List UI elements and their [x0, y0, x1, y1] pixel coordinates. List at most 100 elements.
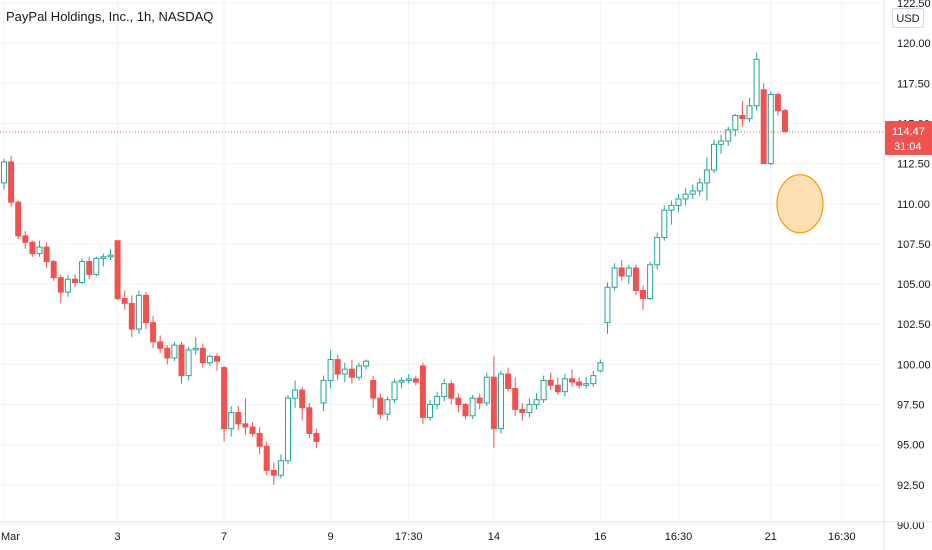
- candle-body: [419, 365, 426, 418]
- candle-body: [277, 460, 284, 476]
- candle-body: [143, 294, 149, 324]
- time-axis: Mar 3 7 9 17:30 14 16 16:30 21 16:30: [0, 521, 932, 543]
- last-price-badge: [885, 120, 932, 155]
- y-tick-label: 122.50: [897, 0, 931, 10]
- x-tick-label: 9: [328, 531, 334, 543]
- currency-button[interactable]: USD: [892, 8, 924, 28]
- candle-body: [490, 376, 497, 430]
- candle-body: [455, 397, 462, 406]
- candle-body: [114, 240, 121, 300]
- candles-layer: [1, 52, 788, 485]
- candle-body: [199, 347, 206, 364]
- candle-body: [597, 362, 604, 372]
- candle-body: [256, 432, 263, 447]
- candle-body: [718, 140, 725, 145]
- x-tick-label: 17:30: [395, 531, 423, 543]
- candle-body: [235, 412, 242, 425]
- x-tick-label: 16:30: [665, 531, 693, 543]
- candle-body: [249, 426, 256, 434]
- candle-body: [725, 129, 732, 142]
- candle-body: [171, 344, 178, 359]
- candle-body: [412, 378, 419, 383]
- candle-body: [242, 423, 249, 428]
- candle-body: [767, 94, 774, 165]
- candle-body: [128, 302, 135, 330]
- candle-body: [441, 383, 448, 398]
- candle-body: [263, 445, 270, 471]
- grid-layer: [0, 0, 884, 526]
- y-tick-label: 120.00: [897, 38, 931, 50]
- candle-body: [476, 397, 483, 404]
- y-tick-label: 90.00: [897, 520, 925, 532]
- candle-body: [654, 236, 661, 266]
- candle-body: [1, 161, 7, 184]
- y-tick-label: 92.50: [897, 480, 925, 492]
- candle-body: [285, 397, 291, 462]
- candle-body: [320, 379, 327, 404]
- candle-body: [185, 349, 192, 377]
- candle-body: [334, 359, 341, 375]
- candle-body: [668, 204, 675, 211]
- candle-body: [561, 378, 568, 393]
- candle-body: [732, 114, 739, 131]
- candle-body: [746, 105, 753, 120]
- candle-body: [498, 373, 504, 430]
- candle-body: [348, 368, 355, 378]
- candle-body: [164, 347, 171, 359]
- candle-body: [79, 261, 86, 283]
- candle-body: [774, 94, 781, 112]
- x-tick-label: Mar: [1, 531, 20, 543]
- last-price-value: 114.47: [892, 126, 925, 138]
- candle-body: [72, 278, 78, 283]
- candle-body: [370, 379, 377, 399]
- chart-title: PayPal Holdings, Inc., 1h, NASDAQ: [6, 9, 214, 24]
- y-tick-label: 105.00: [897, 279, 931, 291]
- candle-body: [625, 267, 632, 277]
- candle-body: [8, 161, 15, 203]
- countdown-timer: 31:04: [894, 141, 922, 153]
- candle-body: [135, 294, 142, 330]
- candle-body: [675, 198, 682, 206]
- candle-body: [711, 143, 717, 171]
- candle-body: [22, 235, 29, 243]
- candle-body: [192, 347, 199, 351]
- candle-body: [86, 261, 93, 275]
- candle-body: [483, 376, 490, 404]
- candle-body: [554, 384, 561, 393]
- candle-body: [739, 114, 746, 120]
- x-tick-label: 7: [221, 531, 227, 543]
- candle-body: [618, 267, 625, 277]
- candle-body: [270, 469, 277, 476]
- candle-body: [36, 246, 43, 255]
- candle-body: [469, 397, 476, 417]
- candle-body: [753, 58, 760, 107]
- candle-body: [299, 389, 306, 409]
- candle-body: [150, 322, 157, 343]
- candle-body: [29, 241, 36, 255]
- candle-body: [661, 209, 668, 238]
- candle-body: [647, 264, 654, 300]
- candle-body: [540, 379, 547, 401]
- x-tick-label: 16: [594, 531, 606, 543]
- candle-body: [306, 407, 313, 434]
- y-tick-label: 97.50: [897, 400, 925, 412]
- y-tick-label: 100.00: [897, 359, 931, 371]
- candle-body: [576, 381, 583, 386]
- x-tick-label: 3: [115, 531, 121, 543]
- candle-body: [377, 397, 384, 415]
- candle-body: [505, 373, 512, 389]
- candle-body: [533, 399, 540, 406]
- x-tick-label: 21: [765, 531, 777, 543]
- candle-body: [583, 383, 590, 386]
- candle-body: [64, 278, 71, 293]
- y-tick-label: 117.50: [897, 78, 930, 90]
- candle-body: [547, 379, 554, 386]
- candle-body: [228, 412, 235, 430]
- candle-body: [782, 110, 788, 132]
- y-tick-label: 95.00: [897, 440, 925, 452]
- candle-body: [292, 389, 299, 399]
- y-tick-label: 107.50: [897, 239, 931, 251]
- candle-body: [391, 381, 398, 401]
- y-tick-label: 102.50: [897, 319, 931, 331]
